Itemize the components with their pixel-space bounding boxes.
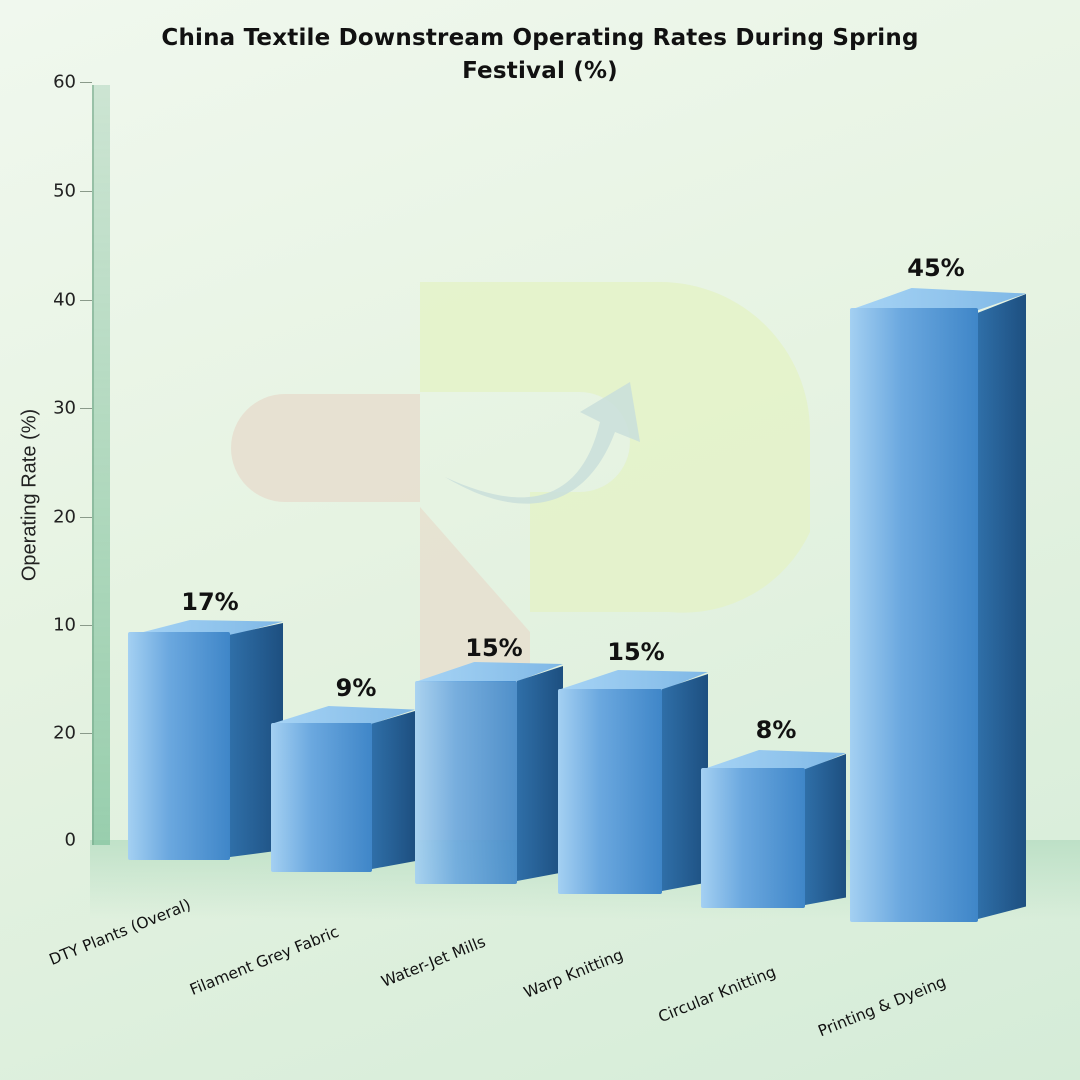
y-tick: 40 bbox=[53, 289, 76, 311]
bar-water-jet-mills bbox=[415, 662, 565, 884]
y-axis-label: Operating Rate (%) bbox=[18, 408, 41, 582]
y-tick: 60 bbox=[53, 71, 76, 93]
x-tick-label: Filament Grey Fabric bbox=[187, 922, 342, 999]
y-axis-wall bbox=[92, 85, 110, 845]
bar-warp-knitting bbox=[558, 670, 713, 894]
y-tick: 20 bbox=[53, 506, 76, 528]
bar-printing-dyeing bbox=[850, 288, 1030, 922]
value-label: 15% bbox=[465, 634, 523, 662]
chart-title-line-1: China Textile Downstream Operating Rates… bbox=[161, 25, 919, 51]
bar-dty-plants bbox=[128, 620, 288, 860]
value-label: 8% bbox=[755, 716, 797, 744]
bar-circular-knitting bbox=[701, 750, 851, 908]
value-label: 15% bbox=[607, 638, 665, 666]
x-tick-label: Circular Knitting bbox=[655, 962, 779, 1027]
bar-filament-grey-fabric bbox=[271, 706, 421, 872]
value-label: 45% bbox=[907, 254, 965, 282]
x-tick-label: Printing & Dyeing bbox=[815, 972, 949, 1041]
y-tick: 10 bbox=[53, 614, 76, 636]
y-tick: 20 bbox=[53, 722, 76, 744]
chart-title-line-2: Festival (%) bbox=[462, 58, 618, 84]
x-tick-label: Water-Jet Mills bbox=[378, 932, 489, 991]
value-label: 17% bbox=[181, 588, 239, 616]
y-tick: 0 bbox=[64, 829, 76, 851]
x-tick-label: Warp Knitting bbox=[520, 945, 626, 1002]
chart-title: China Textile Downstream Operating Rates… bbox=[0, 22, 1080, 88]
value-label: 9% bbox=[335, 674, 377, 702]
y-tick: 50 bbox=[53, 180, 76, 202]
y-tick: 30 bbox=[53, 397, 76, 419]
